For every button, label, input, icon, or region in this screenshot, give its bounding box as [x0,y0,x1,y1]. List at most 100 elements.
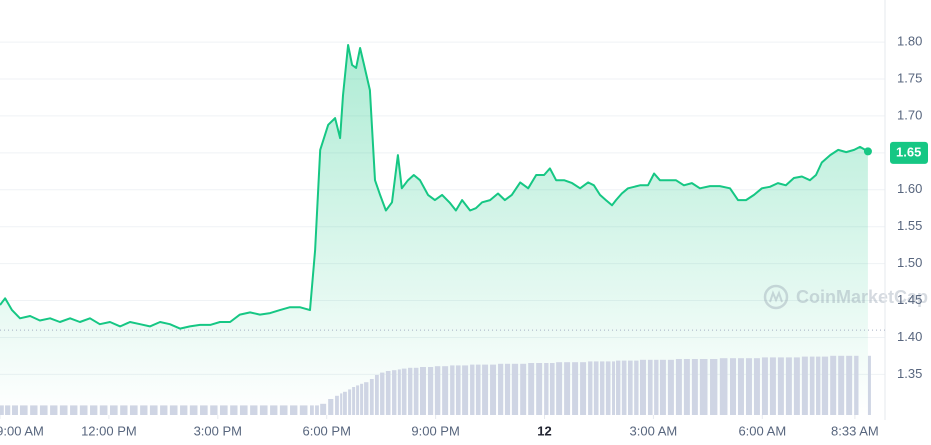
volume-bar [777,357,784,415]
volume-bar [120,405,128,415]
volume-bar [315,405,319,415]
price-line [0,44,869,330]
volume-bar [490,364,497,415]
volume-bar [816,356,821,415]
volume-bar [99,405,108,415]
volume-bar [719,358,728,415]
volume-bar [498,363,504,415]
volume-bar [616,360,621,415]
volume-bar [520,363,527,415]
volume-bar [830,355,837,415]
volume-bar [413,367,419,415]
volume-bar [528,363,535,415]
volume-bar [691,359,698,415]
volume-bar [369,379,374,415]
volume-bar [442,366,449,415]
volume-bar [343,391,347,415]
volume-bar [588,361,593,415]
volume-bar [11,405,18,415]
volume-bar [270,405,278,415]
volume-bar [854,355,859,415]
x-tick-label: 9:00 AM [0,423,44,438]
volume-bar [621,360,627,415]
volume-bar [380,372,385,415]
volume-bar [544,363,549,415]
volume-bar [846,355,853,415]
volume-bar [793,357,800,415]
volume-bar [180,405,188,415]
volume-bar [634,360,639,415]
volume-bar [699,359,708,415]
volume-bar [654,359,659,415]
volume-bar [753,358,760,415]
volume-bar [59,405,68,415]
volume-bar [737,358,744,415]
price-area [0,45,868,415]
volume-bar [536,363,543,415]
price-badge [890,141,928,164]
volume-bar [475,364,481,415]
volume-bar [250,405,258,415]
volume-bar [450,365,455,415]
y-tick-label: 1.45 [897,292,922,307]
volume-bar [320,403,327,415]
volume-bar [710,359,718,415]
volume-bar [50,405,58,415]
volume-bar [462,365,469,415]
x-tick-label: 3:00 AM [630,423,678,438]
volume-bar [90,405,98,415]
y-tick-label: 1.60 [897,181,922,196]
volume-bar [340,393,343,415]
volume-bar [809,356,815,415]
x-tick-label: 8:33 AM [831,423,879,438]
y-tick-label: 1.35 [897,366,922,381]
volume-bar [470,364,475,415]
volume-bar [259,405,268,415]
volume-bar [70,405,78,415]
volume-bar [189,405,198,415]
volume-bar [0,405,4,415]
volume-bar [356,385,360,415]
volume-bar [364,382,369,415]
volume-bar [385,371,391,415]
volume-bar [299,405,308,415]
volume-bar [239,405,248,415]
x-tick-label: 6:00 AM [738,423,786,438]
volume-bar [310,405,314,415]
volume-bar [328,399,334,415]
volume-bar [564,362,571,415]
volume-bar [504,363,511,415]
volume-bar [19,405,28,415]
volume-bar [200,405,208,415]
volume-bar [397,369,401,415]
y-tick-label: 1.55 [897,218,922,233]
x-tick-label: 12:00 PM [81,423,137,438]
volume-bar [600,361,605,415]
y-tick-label: 1.80 [897,34,922,49]
volume-bar [455,365,461,415]
volume-bar [408,367,413,415]
volume-bar [769,357,776,415]
volume-bar [360,383,364,415]
volume-bar [39,405,48,415]
volume-bar [279,405,288,415]
volume-bar [593,361,599,415]
volume-bar [821,356,829,415]
volume-bar [419,367,426,415]
x-tick-label: 3:00 PM [194,423,242,438]
volume-bar [556,362,563,415]
y-tick-label: 1.70 [897,107,922,122]
volume-bar [745,358,752,415]
volume-bar [230,405,238,415]
volume-bar [605,361,611,415]
volume-bar [335,395,339,415]
volume-bar [785,357,792,415]
volume-bar [639,359,646,415]
volume-bar [392,370,397,415]
volume-bar [129,405,138,415]
y-tick-label: 1.75 [897,70,922,85]
x-tick-label: 9:00 PM [411,423,459,438]
volume-bar [549,363,555,415]
volume-bar [352,387,356,415]
